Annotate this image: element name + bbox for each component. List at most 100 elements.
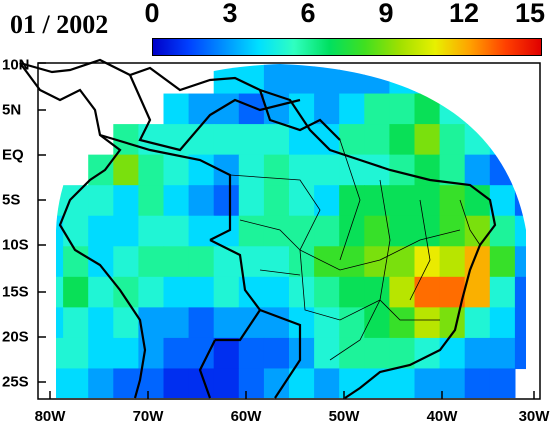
heatmap-cell xyxy=(414,185,441,217)
heatmap-cell xyxy=(213,337,240,370)
heatmap-cell xyxy=(163,215,190,247)
lon-label-30w: 30W xyxy=(518,408,550,425)
heatmap-cell xyxy=(63,368,89,398)
heatmap-cell xyxy=(514,307,526,339)
heatmap-cell xyxy=(414,307,441,339)
heatmap-cell xyxy=(339,185,365,217)
heatmap-cell xyxy=(389,368,416,398)
heatmap-cell xyxy=(364,337,390,370)
heatmap-cell xyxy=(514,185,526,217)
coastlines xyxy=(19,58,497,399)
heatmap-cell xyxy=(238,337,265,370)
heatmap-cell xyxy=(314,307,340,339)
heatmap-cell xyxy=(238,185,265,217)
heatmap-cell xyxy=(314,337,340,370)
heatmap-cell xyxy=(113,276,139,308)
heatmap-cell xyxy=(213,185,240,217)
heatmap-cell xyxy=(389,276,416,308)
state-borders xyxy=(229,139,481,361)
heatmap-cell xyxy=(339,337,365,370)
heatmap-cell xyxy=(213,368,240,398)
heatmap-cell xyxy=(514,276,526,308)
heatmap-cell xyxy=(414,93,441,125)
heatmap-cell xyxy=(289,185,315,217)
heatmap-cell xyxy=(364,124,390,156)
heatmap-cell xyxy=(138,185,165,217)
date-title: 01 / 2002 xyxy=(10,10,109,39)
heatmap-cell xyxy=(289,276,315,308)
heatmap-cell xyxy=(464,337,491,370)
heatmap-cell xyxy=(389,93,416,125)
heatmap-cell xyxy=(56,246,64,278)
heatmap-cell xyxy=(113,154,139,186)
heatmap-cell xyxy=(56,337,64,370)
heatmap-cell xyxy=(113,337,139,370)
heatmap-cell xyxy=(314,64,340,95)
heatmap-cell xyxy=(464,93,491,125)
coastline-central-america xyxy=(19,58,497,399)
heatmap-cell xyxy=(263,337,290,370)
heatmap-cell xyxy=(263,124,290,156)
heatmap-cell xyxy=(263,154,290,186)
colorbar-tick-9: 9 xyxy=(378,0,394,28)
border-guianas xyxy=(258,89,341,141)
heatmap-cell xyxy=(339,368,365,398)
heatmap-cell xyxy=(514,93,526,125)
heatmap-cell xyxy=(63,215,89,247)
heatmap-cell xyxy=(138,368,165,398)
heatmap-cell xyxy=(364,93,390,125)
heatmap-cell xyxy=(489,246,516,278)
heatmap-cell xyxy=(389,64,416,95)
heatmap-cell xyxy=(314,93,340,125)
border-peru-brazil xyxy=(99,133,232,241)
heatmap-cell xyxy=(489,124,516,156)
heatmap-cell xyxy=(414,368,441,398)
lat-label-5n: 5N xyxy=(2,101,22,119)
heatmap-cell xyxy=(364,276,390,308)
map-frame xyxy=(37,62,541,400)
heatmap-cell xyxy=(163,93,190,125)
heatmap-cell xyxy=(389,215,416,247)
border-argentina xyxy=(198,339,216,399)
heatmap-cell xyxy=(88,368,114,398)
lat-label-25s: 25S xyxy=(2,373,29,391)
heatmap-cell xyxy=(188,185,215,217)
heatmap-cell xyxy=(439,124,466,156)
heatmap-cell xyxy=(439,215,466,247)
heatmap-cell xyxy=(138,246,165,278)
lat-label-10s: 10S xyxy=(2,236,29,254)
heatmap-cell xyxy=(339,215,365,247)
heatmap-cell xyxy=(138,276,165,308)
heatmap-cell xyxy=(63,276,89,308)
heatmap-cell xyxy=(314,154,340,186)
heatmap-cell xyxy=(339,64,365,95)
heatmap-cell xyxy=(389,185,416,217)
heatmap-cell xyxy=(88,307,114,339)
heatmap-cell xyxy=(339,307,365,339)
lat-label-15s: 15S xyxy=(2,283,29,301)
heatmap-cell xyxy=(163,307,190,339)
lon-label-40w: 40W xyxy=(426,408,458,425)
heatmap-cell xyxy=(188,307,215,339)
lat-label-10n: 10N xyxy=(2,56,30,74)
heatmap-cell xyxy=(339,93,365,125)
lon-label-70w: 70W xyxy=(132,408,164,425)
lon-label-50w: 50W xyxy=(328,408,360,425)
heatmap-cell xyxy=(188,337,215,370)
colorbar-tick-6: 6 xyxy=(300,0,316,28)
heatmap-cell xyxy=(56,185,64,217)
lon-label-80w: 80W xyxy=(34,408,66,425)
heatmap-cell xyxy=(263,276,290,308)
heatmap-cell xyxy=(163,337,190,370)
heatmap-cell xyxy=(464,276,491,308)
heatmap-cell xyxy=(439,246,466,278)
heatmap-cell xyxy=(364,185,390,217)
border-venezuela xyxy=(128,74,301,152)
heatmap-cell xyxy=(314,246,340,278)
heatmap-cell xyxy=(113,368,139,398)
heatmap-cell xyxy=(489,337,516,370)
heatmap-cell xyxy=(389,307,416,339)
heatmap-cell xyxy=(289,368,315,398)
lon-label-60w: 60W xyxy=(230,408,262,425)
heatmap-cell xyxy=(188,124,215,156)
